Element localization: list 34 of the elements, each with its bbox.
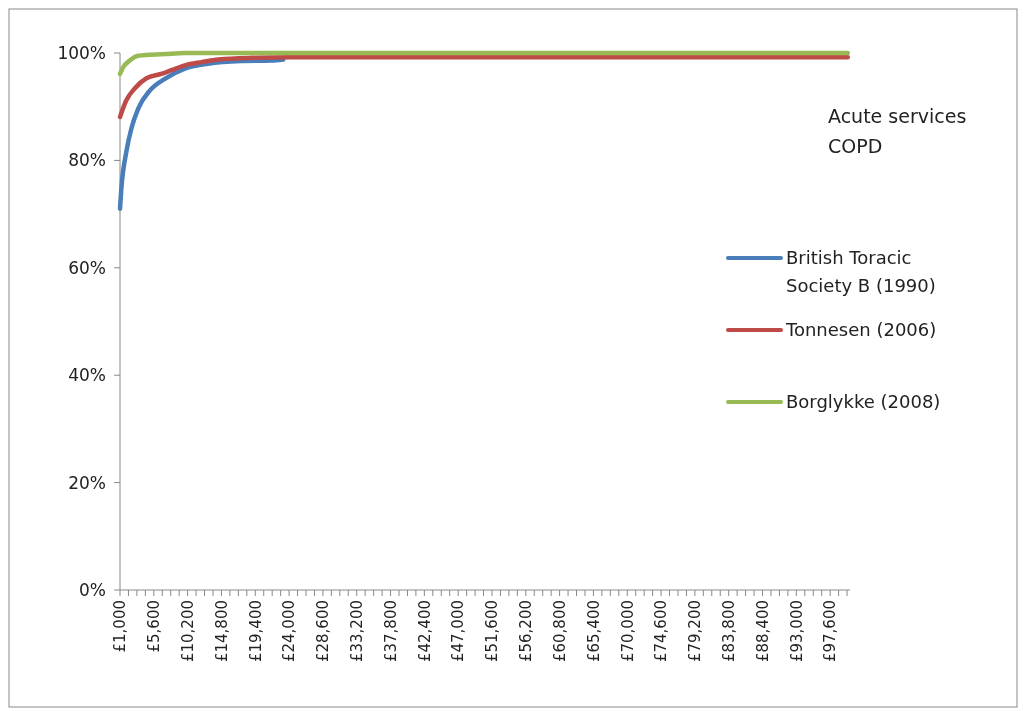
y-tick-label: 0%	[79, 579, 106, 600]
legend-label: Tonnesen (2006)	[785, 319, 937, 341]
x-tick-label: £70,000	[618, 600, 637, 663]
x-tick-label: £83,800	[719, 600, 738, 663]
y-tick-label: 80%	[68, 150, 106, 171]
x-tick-label: £19,400	[246, 600, 265, 663]
x-tick-label: £65,400	[584, 600, 603, 663]
x-tick-label: £60,800	[550, 600, 569, 663]
y-tick-label: 60%	[68, 257, 106, 278]
y-tick-label: 20%	[68, 472, 106, 493]
x-tick-label: £79,200	[686, 600, 705, 663]
x-tick-label: £93,000	[787, 600, 806, 663]
x-tick-label: £97,600	[821, 600, 840, 663]
text: Acute services COPD	[828, 105, 967, 157]
x-tick-label: £47,000	[449, 600, 468, 663]
x-tick-label: £24,000	[280, 600, 299, 663]
y-tick-label: 100%	[57, 42, 106, 63]
x-tick-label: £14,800	[212, 600, 231, 663]
x-tick-label: £56,200	[517, 600, 536, 663]
x-tick-label: £51,600	[483, 600, 502, 663]
line-series	[117, 50, 851, 77]
x-tick-label: £42,400	[415, 600, 434, 663]
legend-label: Borglykke (2008)	[786, 391, 941, 413]
x-tick-label: £10,200	[178, 600, 197, 663]
line-series	[117, 57, 286, 211]
x-tick-label: £37,800	[381, 600, 400, 663]
y-tick-label: 40%	[68, 365, 106, 386]
x-tick-label: £33,200	[347, 600, 366, 663]
x-tick-label: £5,600	[145, 600, 164, 653]
legend-label: British Toracic Society B (1990)	[786, 247, 936, 297]
x-tick-label: £88,400	[753, 600, 772, 663]
x-tick-label: £1,000	[111, 600, 130, 653]
x-tick-label: £74,600	[652, 600, 671, 663]
x-tick-label: £28,600	[314, 600, 333, 663]
